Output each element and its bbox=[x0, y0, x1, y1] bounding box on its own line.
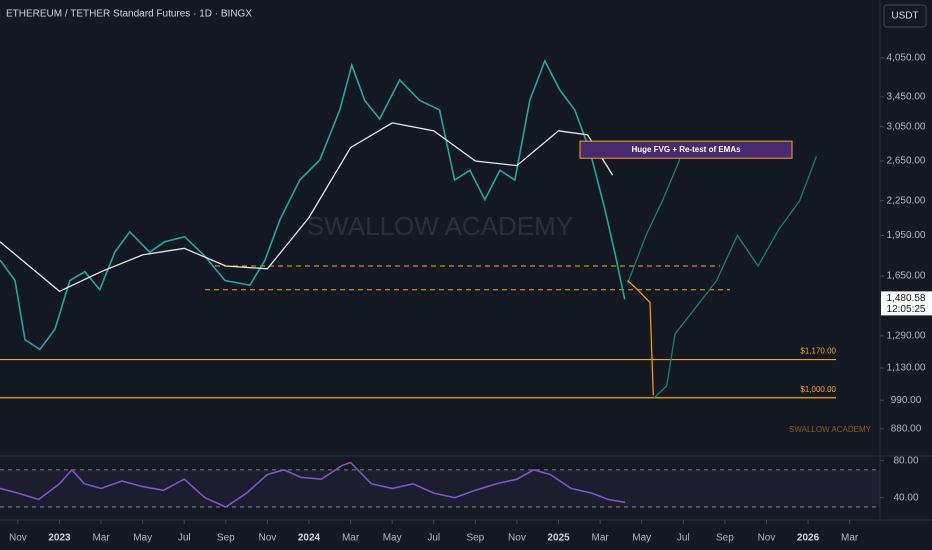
y-tick-label: 1,950.00 bbox=[887, 230, 926, 241]
fvg-label: Huge FVG + Re-test of EMAs bbox=[631, 145, 741, 154]
y-tick-label: 1,650.00 bbox=[887, 271, 926, 282]
last-price-tag bbox=[881, 291, 932, 316]
x-tick-label: 2026 bbox=[797, 533, 820, 544]
y-tick-label: 80.00 bbox=[893, 455, 918, 466]
x-tick-label: Mar bbox=[591, 533, 609, 544]
x-tick-label: Sep bbox=[466, 533, 484, 544]
x-tick-label: 2023 bbox=[48, 533, 71, 544]
fvg-box bbox=[579, 140, 793, 159]
x-tick-label: 2024 bbox=[298, 533, 321, 544]
series-line bbox=[653, 156, 818, 399]
last-price: 1,480.58 bbox=[887, 293, 926, 304]
series-line bbox=[0, 122, 614, 293]
x-tick-label: Sep bbox=[716, 533, 734, 544]
x-tick-label: Jul bbox=[178, 533, 191, 544]
countdown: 12:05:25 bbox=[887, 304, 926, 315]
x-tick-label: May bbox=[133, 533, 152, 544]
series-line bbox=[0, 58, 626, 351]
x-tick-label: Nov bbox=[9, 533, 27, 544]
x-tick-label: Mar bbox=[841, 533, 859, 544]
y-tick-label: 1,130.00 bbox=[887, 363, 926, 374]
currency[interactable]: USDT bbox=[891, 11, 918, 22]
x-tick-label: Nov bbox=[758, 533, 776, 544]
series-line bbox=[0, 461, 626, 508]
x-tick-label: May bbox=[632, 533, 651, 544]
y-tick-label: 880.00 bbox=[891, 423, 922, 434]
y-tick-label: 990.00 bbox=[891, 395, 922, 406]
x-tick-label: Jul bbox=[427, 533, 440, 544]
x-tick-label: Sep bbox=[217, 533, 235, 544]
series-line bbox=[627, 280, 654, 396]
level-label: $1,170.00 bbox=[800, 347, 836, 356]
y-tick-label: 40.00 bbox=[893, 492, 918, 503]
y-tick-label: 3,050.00 bbox=[887, 121, 926, 132]
x-tick-label: Jul bbox=[677, 533, 690, 544]
y-tick-label: 1,290.00 bbox=[887, 331, 926, 342]
x-tick-label: May bbox=[383, 533, 402, 544]
currency-button[interactable] bbox=[883, 4, 927, 28]
rsi-band bbox=[0, 469, 880, 507]
x-tick-label: Mar bbox=[342, 533, 360, 544]
y-tick-label: 2,650.00 bbox=[887, 156, 926, 167]
y-tick-label: 3,450.00 bbox=[887, 92, 926, 103]
watermark: SWALLOW ACADEMY bbox=[307, 211, 573, 241]
watermark: SWALLOW ACADEMY bbox=[789, 425, 872, 434]
y-tick-label: 4,050.00 bbox=[887, 53, 926, 64]
chart-title: ETHEREUM / TETHER Standard Futures · 1D … bbox=[6, 9, 252, 20]
level-label: $1,000.00 bbox=[800, 385, 836, 394]
x-tick-label: Mar bbox=[92, 533, 110, 544]
y-tick-label: 2,250.00 bbox=[887, 195, 926, 206]
x-tick-label: Nov bbox=[508, 533, 526, 544]
x-tick-label: Nov bbox=[259, 533, 277, 544]
x-tick-label: 2025 bbox=[547, 533, 570, 544]
